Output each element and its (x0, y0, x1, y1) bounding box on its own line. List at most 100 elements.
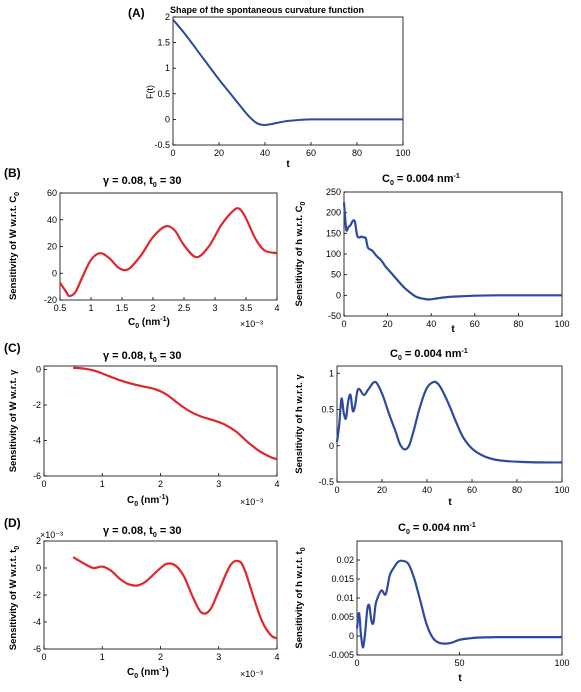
x-tick-label: 2 (150, 303, 155, 313)
panel-a: (A) Shape of the spontaneous curvature f… (128, 5, 411, 170)
x-tick-label: 20 (377, 485, 387, 495)
ylabel-sub: 0 (14, 546, 21, 550)
x-tick-label: 80 (352, 148, 362, 158)
panel-d-left-title: γ = 0.08, t0 = 30 (103, 525, 182, 539)
x-tick-label: 4 (274, 479, 279, 489)
y-tick-label: -4 (33, 436, 41, 446)
panel-d-right-xlabel: t (458, 673, 462, 684)
x-tick-label: 0 (41, 479, 46, 489)
x-tick-label: 0 (170, 148, 175, 158)
y-tick-label: 2 (165, 12, 170, 22)
y-tick-label: -6 (33, 471, 41, 481)
x-tick-label: 2 (158, 479, 163, 489)
xlabel-close: ) (165, 495, 168, 506)
xlabel-close: ) (166, 317, 169, 328)
ylabel-gamma: γ (294, 374, 305, 380)
x-tick-label: 80 (513, 319, 523, 329)
panel-label-b: (B) (4, 166, 21, 180)
panel-b-left-axes-box (59, 192, 278, 301)
x-tick-label: 1.5 (116, 303, 129, 313)
x-tick-label: 0 (354, 658, 359, 668)
panel-b-left-line (59, 207, 278, 298)
ylabel-gamma: γ (8, 369, 19, 375)
panel-a-xlabel: t (286, 159, 290, 170)
title-gamma: γ (103, 525, 110, 537)
panel-b-left-xlabel: C0 (nm-1) (128, 316, 170, 330)
ylabel-main: Sensitivity of h w.r.t. (294, 380, 305, 474)
x-tick-label: 0.5 (54, 303, 67, 313)
panel-d-left-line (72, 556, 278, 640)
y-tick-label: 50 (331, 270, 341, 280)
y-tick-label: 0.015 (331, 574, 354, 584)
x-tick-label: 3 (212, 303, 217, 313)
xlabel-sub: 0 (135, 323, 139, 330)
panel-c-right-xlabel: t (448, 497, 452, 508)
x-tick-label: 20 (383, 319, 393, 329)
panel-d-right-line (355, 559, 562, 649)
title-main: C (382, 173, 390, 185)
panel-a-ticks: 0 20 40 60 80 100-0.500.511.52 (154, 12, 410, 158)
y-tick-label: 1 (165, 63, 170, 73)
ylabel-main: Sensitivity of W w.r.t. t (8, 549, 19, 650)
ylabel-sub: 0 (14, 192, 21, 196)
title-mid: = 0.08, t (109, 175, 153, 187)
xlabel-main: C (127, 667, 134, 678)
panel-label-c: (C) (4, 341, 21, 355)
x-tick-label: 4 (274, 303, 279, 313)
title-rest: = 0.004 nm (410, 522, 470, 534)
ylabel-main: Sensitivity of W w.r.t. C (8, 196, 19, 300)
panel-a-line (172, 18, 403, 127)
panel-d-left-xlabel: C0 (nm-1) (127, 666, 169, 680)
x-tick-label: 100 (554, 485, 569, 495)
panel-b-right: C0 = 0.004 nm-1 0 20 40 60 80 100-50050100150… (294, 173, 570, 335)
panel-c-right-line (335, 380, 563, 464)
panel-c-right-title: C0 = 0.004 nm-1 (390, 348, 468, 362)
panel-d-left-exponent: ×10⁻³ (240, 669, 263, 679)
y-tick-label: 200 (326, 208, 341, 218)
y-tick-label: 60 (47, 188, 57, 198)
xlabel-sup: -1 (159, 666, 165, 673)
x-tick-label: 100 (395, 148, 410, 158)
y-tick-label: 150 (326, 228, 341, 238)
panel-d-right: C0 = 0.004 nm-1 0 50 100-0.00500.0050.010.… (294, 522, 570, 684)
panel-d-right-title: C0 = 0.004 nm-1 (398, 522, 476, 536)
x-tick-label: 1 (100, 479, 105, 489)
panel-d-left-ylabel: Sensitivity of W w.r.t. t0 (8, 546, 21, 650)
xlabel-rest: (nm (139, 317, 160, 328)
x-tick-label: 80 (512, 485, 522, 495)
panel-b-right-ylabel: Sensitivity of h w.r.t. C0 (294, 201, 307, 306)
title-main: C (390, 348, 398, 360)
title-gamma: γ (103, 175, 110, 187)
panel-c-left-ylabel: Sensitivity of W w.r.t. γ (8, 369, 19, 472)
title-end: = 30 (157, 350, 182, 362)
x-tick-label: 0 (41, 652, 46, 662)
x-tick-label: 4 (274, 652, 279, 662)
panel-label-d: (D) (4, 516, 21, 530)
panel-c-left-line (73, 366, 278, 461)
y-tick-label: -20 (44, 295, 57, 305)
title-sub: 0 (153, 532, 157, 539)
y-tick-label: -2 (33, 590, 41, 600)
ylabel-main: Sensitivity of W w.r.t. (8, 375, 19, 472)
title-sub: 0 (153, 182, 157, 189)
panel-c-left-axes-box (43, 365, 278, 477)
title-sup: -1 (469, 522, 475, 529)
panel-b-right-line (342, 202, 562, 301)
ylabel-main: Sensitivity of h w.r.t. C (294, 205, 305, 306)
title-rest: = 0.004 nm (402, 348, 462, 360)
title-sup: -1 (461, 348, 467, 355)
x-tick-label: 3.5 (240, 303, 253, 313)
panel-c-right-ticks: 0 20 40 60 80 100-0.500.51 (318, 368, 569, 495)
y-tick-label: 0.005 (331, 612, 354, 622)
xlabel-rest: (nm (138, 495, 159, 506)
x-tick-label: 50 (454, 658, 464, 668)
panel-d-left: (D) ×10⁻³ γ = 0.08, t0 = 30 0 1 2 3 4-6-4-20… (4, 516, 280, 680)
title-gamma: γ (103, 350, 110, 362)
panel-d-left-ticks: 0 1 2 3 4 -6 -4 -2 0 2 (33, 536, 280, 662)
title-mid: = 0.08, t (109, 525, 153, 537)
title-end: = 30 (157, 175, 182, 187)
x-tick-label: 1 (100, 652, 105, 662)
x-tick-label: 40 (260, 148, 270, 158)
